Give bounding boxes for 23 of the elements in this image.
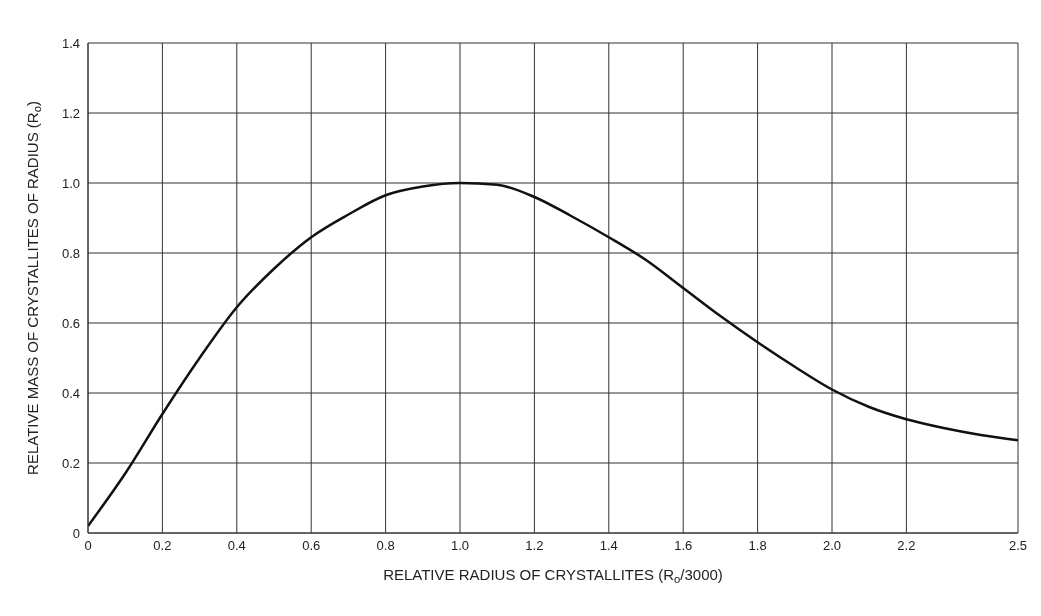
x-tick-label: 0.6 (302, 538, 321, 554)
x-tick-label: 2.5 (1008, 538, 1028, 554)
y-tick-label: 0.4 (61, 385, 80, 401)
y-tick-label: 1.0 (61, 175, 80, 191)
y-tick-label: 0.8 (61, 245, 80, 261)
x-tick-label: 1.2 (525, 538, 544, 554)
x-tick-label: 0.2 (153, 538, 172, 554)
x-tick-label: 1.0 (450, 538, 470, 554)
x-tick-label: 1.8 (748, 538, 767, 554)
x-tick-label: 1.6 (674, 538, 693, 554)
y-tick-label: 1.4 (61, 35, 80, 51)
x-tick-label: 0.4 (227, 538, 246, 554)
x-tick-label: 2.2 (897, 538, 916, 554)
line-series (88, 181, 1018, 528)
y-tick-label: 0.2 (61, 455, 80, 471)
x-tick-label: 0.8 (376, 538, 395, 554)
y-tick-label: 1.2 (61, 105, 80, 121)
x-tick-label: 1.4 (599, 538, 618, 554)
y-tick-label: 0 (72, 525, 80, 541)
x-tick-label: 0 (84, 538, 92, 554)
x-axis-title: RELATIVE RADIUS OF CRYSTALLITES (R$_{o}$/3000) (383, 566, 723, 586)
y-tick-label: 0.6 (61, 315, 80, 331)
x-tick-label: 2.0 (822, 538, 842, 554)
